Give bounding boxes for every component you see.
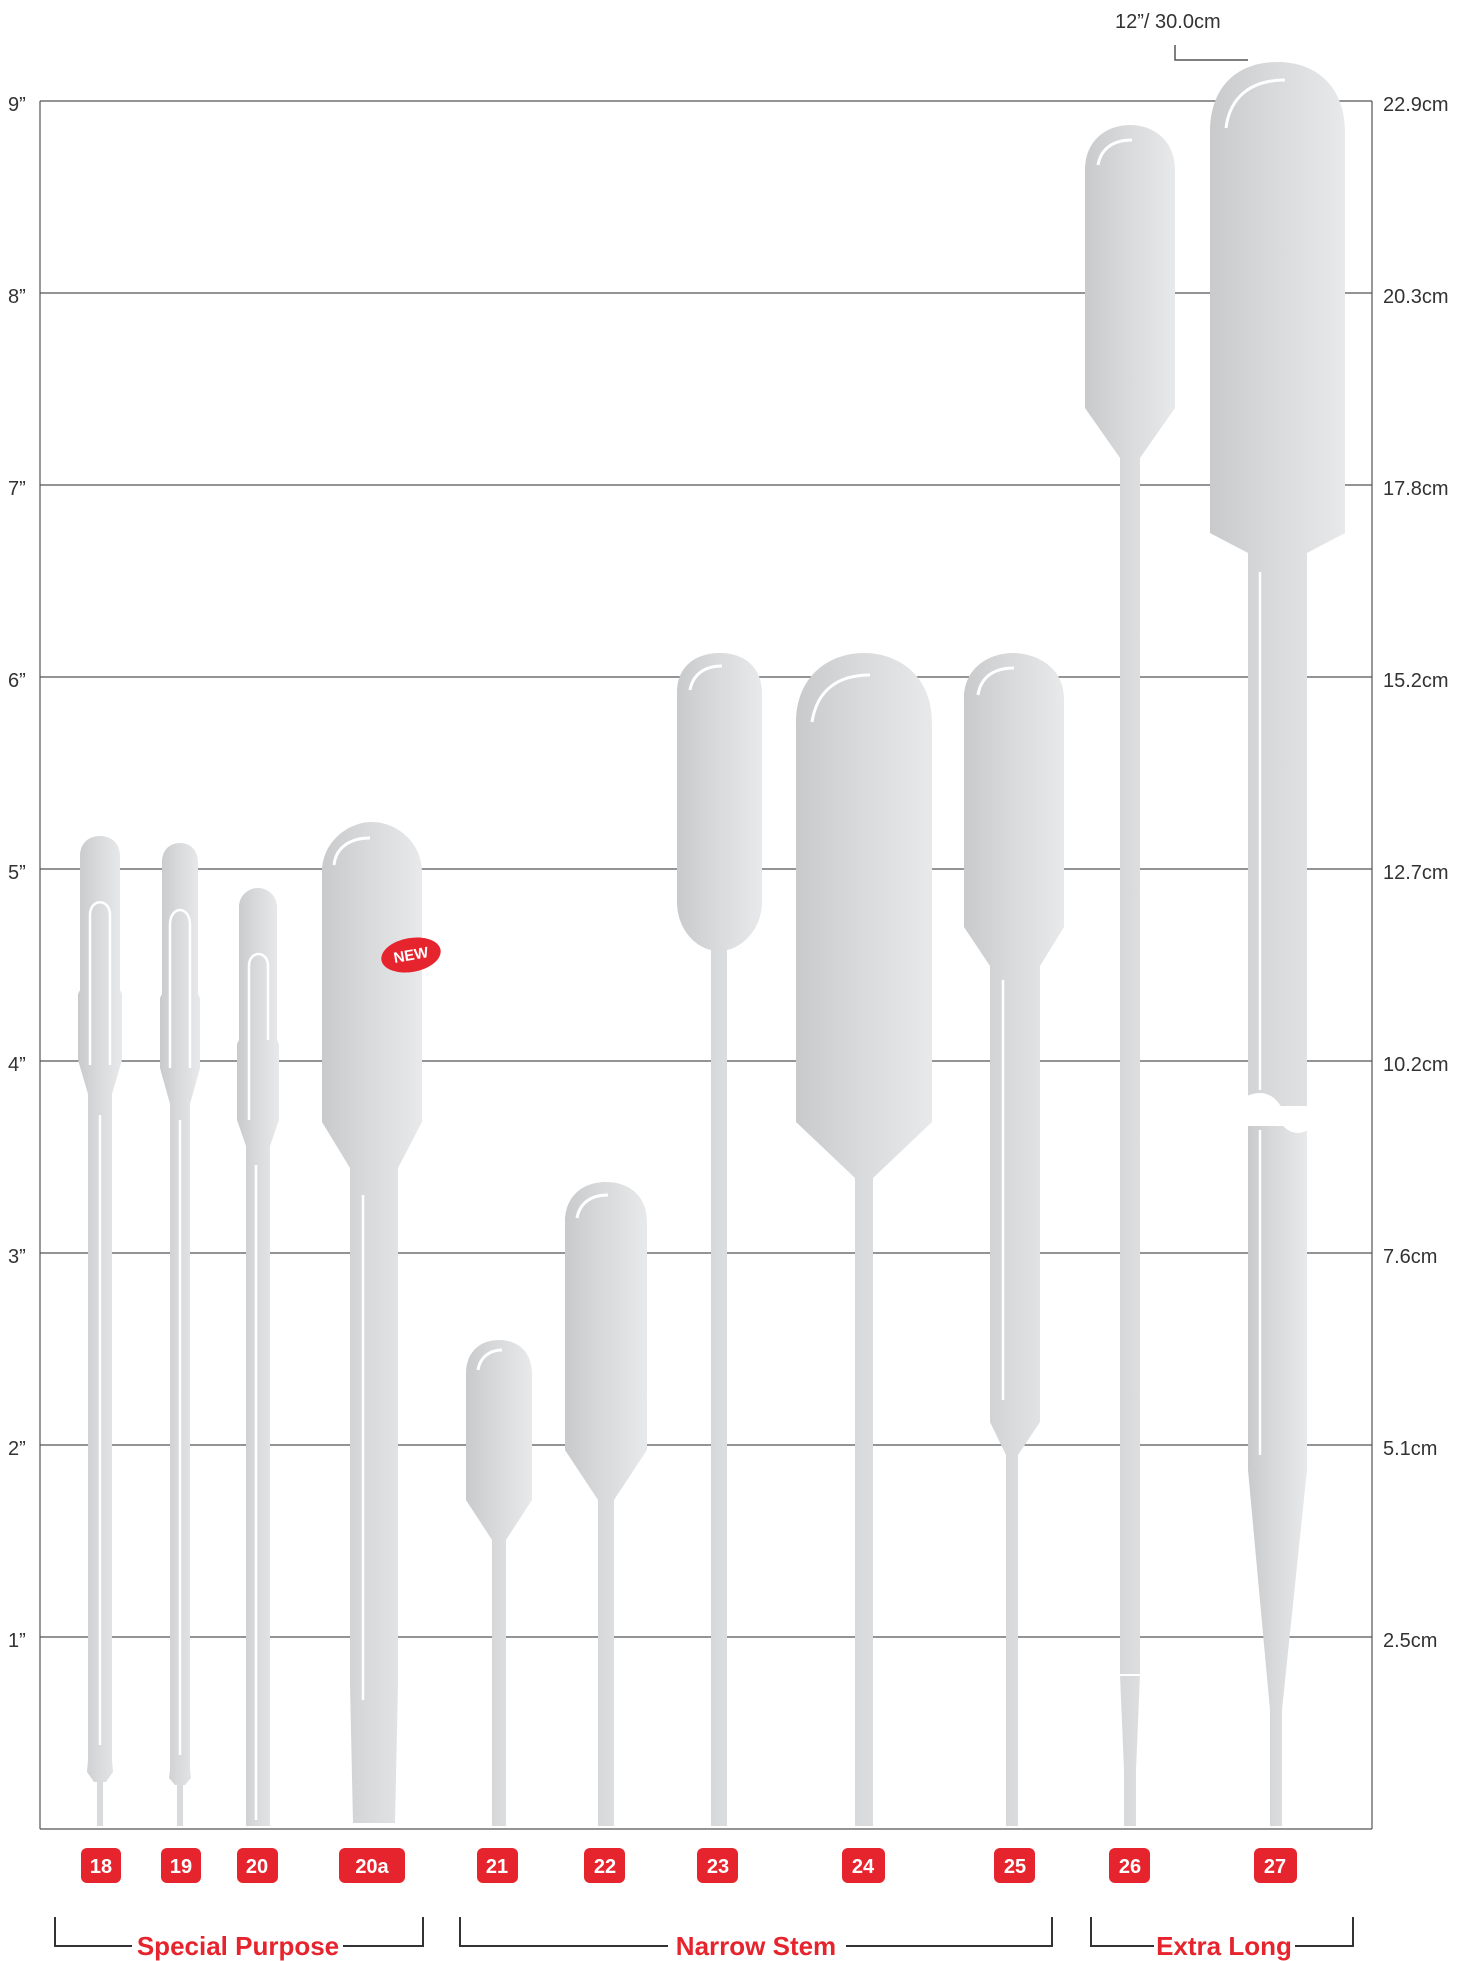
pipette-18-tip [97,1760,103,1826]
pipette-27-body-upper [1210,62,1345,1106]
item-badge-label: 25 [1004,1856,1026,1878]
item-badge-label: 19 [170,1856,192,1878]
group-extra-long: Extra Long [1090,1917,1354,1961]
item-badge-label: 26 [1119,1856,1141,1878]
group-bracket-right [846,1917,1053,1947]
pipette-22 [565,1182,647,1826]
pipette-26-highlight [1096,138,1133,166]
item-badge-label: 24 [852,1856,875,1878]
pipette-20-body [237,888,279,1826]
new-badge [381,937,441,973]
left-tick-label: 6” [8,670,26,692]
right-tick-label: 5.1cm [1383,1438,1437,1460]
item-badge [161,1848,201,1883]
left-tick-label: 8” [8,286,26,308]
right-tick-label: 17.8cm [1383,478,1449,500]
break-note-bracket [1174,45,1248,61]
pipette-20 [237,888,279,1826]
group-narrow-stem: Narrow Stem [459,1917,1053,1961]
right-tick-label: 10.2cm [1383,1054,1449,1076]
right-tick-label: 7.6cm [1383,1246,1437,1268]
item-badge [584,1848,625,1883]
group-bracket-right [343,1917,424,1947]
group-bracket-left [459,1917,668,1947]
pipette-27-body-lower [1248,1126,1307,1826]
pipettes: NEW [78,62,1345,1826]
pipette-23-body [677,653,762,1826]
item-badge [994,1848,1035,1883]
pipette-19 [160,843,200,1826]
left-tick-label: 4” [8,1054,26,1076]
pipette-19-tip [177,1770,183,1826]
pipette-18-inner-line [88,901,112,1745]
pipette-23 [677,653,762,1826]
pipette-22-body [565,1182,647,1826]
right-tick-label: 12.7cm [1383,862,1449,884]
group-bracket-right [1295,1917,1354,1947]
item-badge [477,1848,518,1883]
item-badge-label: 23 [707,1856,729,1878]
pipette-23-highlight [688,664,723,691]
group-label: Special Purpose [137,1931,339,1961]
pipette-20a-highlight [332,836,371,866]
pipette-20a-body [322,822,422,1823]
pipette-21-highlight [476,1348,503,1371]
pipette-24 [796,653,932,1826]
right-tick-label: 22.9cm [1383,94,1449,116]
left-tick-label: 5” [8,862,26,884]
item-badge [1254,1848,1297,1883]
break-note-label: 12”/ 30.0cm [1115,11,1221,33]
pipette-25-highlight [976,666,1015,696]
pipette-19-inner-line [168,908,192,1755]
pipette-20-inner-line [247,952,270,1820]
pipette-27-highlight [1224,78,1286,129]
left-tick-label: 7” [8,478,26,500]
item-badge [842,1848,885,1883]
group-brackets: Special Purpose Narrow Stem Extra Long [54,1917,1354,1961]
pipette-22-highlight [575,1193,609,1219]
left-tick-label: 1” [8,1630,26,1652]
pipette-21-body [466,1340,532,1826]
new-badge-label: NEW [392,944,430,967]
group-bracket-left [1090,1917,1154,1947]
pipette-26 [1085,125,1175,1826]
right-axis: 2.5cm 5.1cm 7.6cm 10.2cm 12.7cm 15.2cm 1… [1383,94,1449,1652]
break-note: 12”/ 30.0cm [1115,11,1248,61]
item-badge [697,1848,738,1883]
pipette-27-break-mark [1240,1093,1315,1133]
pipette-24-highlight [810,673,871,723]
group-special-purpose: Special Purpose [54,1917,424,1961]
item-badge-label: 22 [594,1856,616,1878]
left-tick-label: 2” [8,1438,26,1460]
item-badge [339,1848,405,1883]
item-badge-label: 20a [355,1856,389,1878]
pipette-25-body [964,653,1064,1826]
item-badges: 18 19 20 20a 21 22 23 24 25 26 27 [81,1848,1297,1883]
item-badge-label: 27 [1264,1856,1286,1878]
pipette-26-body [1085,125,1175,1826]
item-badge-label: 21 [486,1856,508,1878]
item-badge-label: 18 [90,1856,112,1878]
group-label: Narrow Stem [676,1931,836,1961]
item-badge [237,1848,278,1883]
left-tick-label: 9” [8,94,26,116]
right-tick-label: 20.3cm [1383,286,1449,308]
left-axis: 1” 2” 3” 4” 5” 6” 7” 8” 9” [8,94,26,1652]
item-badge-label: 20 [246,1856,268,1878]
pipette-27 [1210,62,1345,1826]
pipette-24-body [796,653,932,1826]
pipette-18 [78,836,122,1826]
group-bracket-left [54,1917,132,1947]
right-tick-label: 2.5cm [1383,1630,1437,1652]
right-tick-label: 15.2cm [1383,670,1449,692]
pipette-20a: NEW [322,822,441,1823]
pipette-25 [964,653,1064,1826]
pipette-21 [466,1340,532,1826]
left-tick-label: 3” [8,1246,26,1268]
item-badge [1109,1848,1150,1883]
group-label: Extra Long [1156,1931,1292,1961]
item-badge [81,1848,121,1883]
